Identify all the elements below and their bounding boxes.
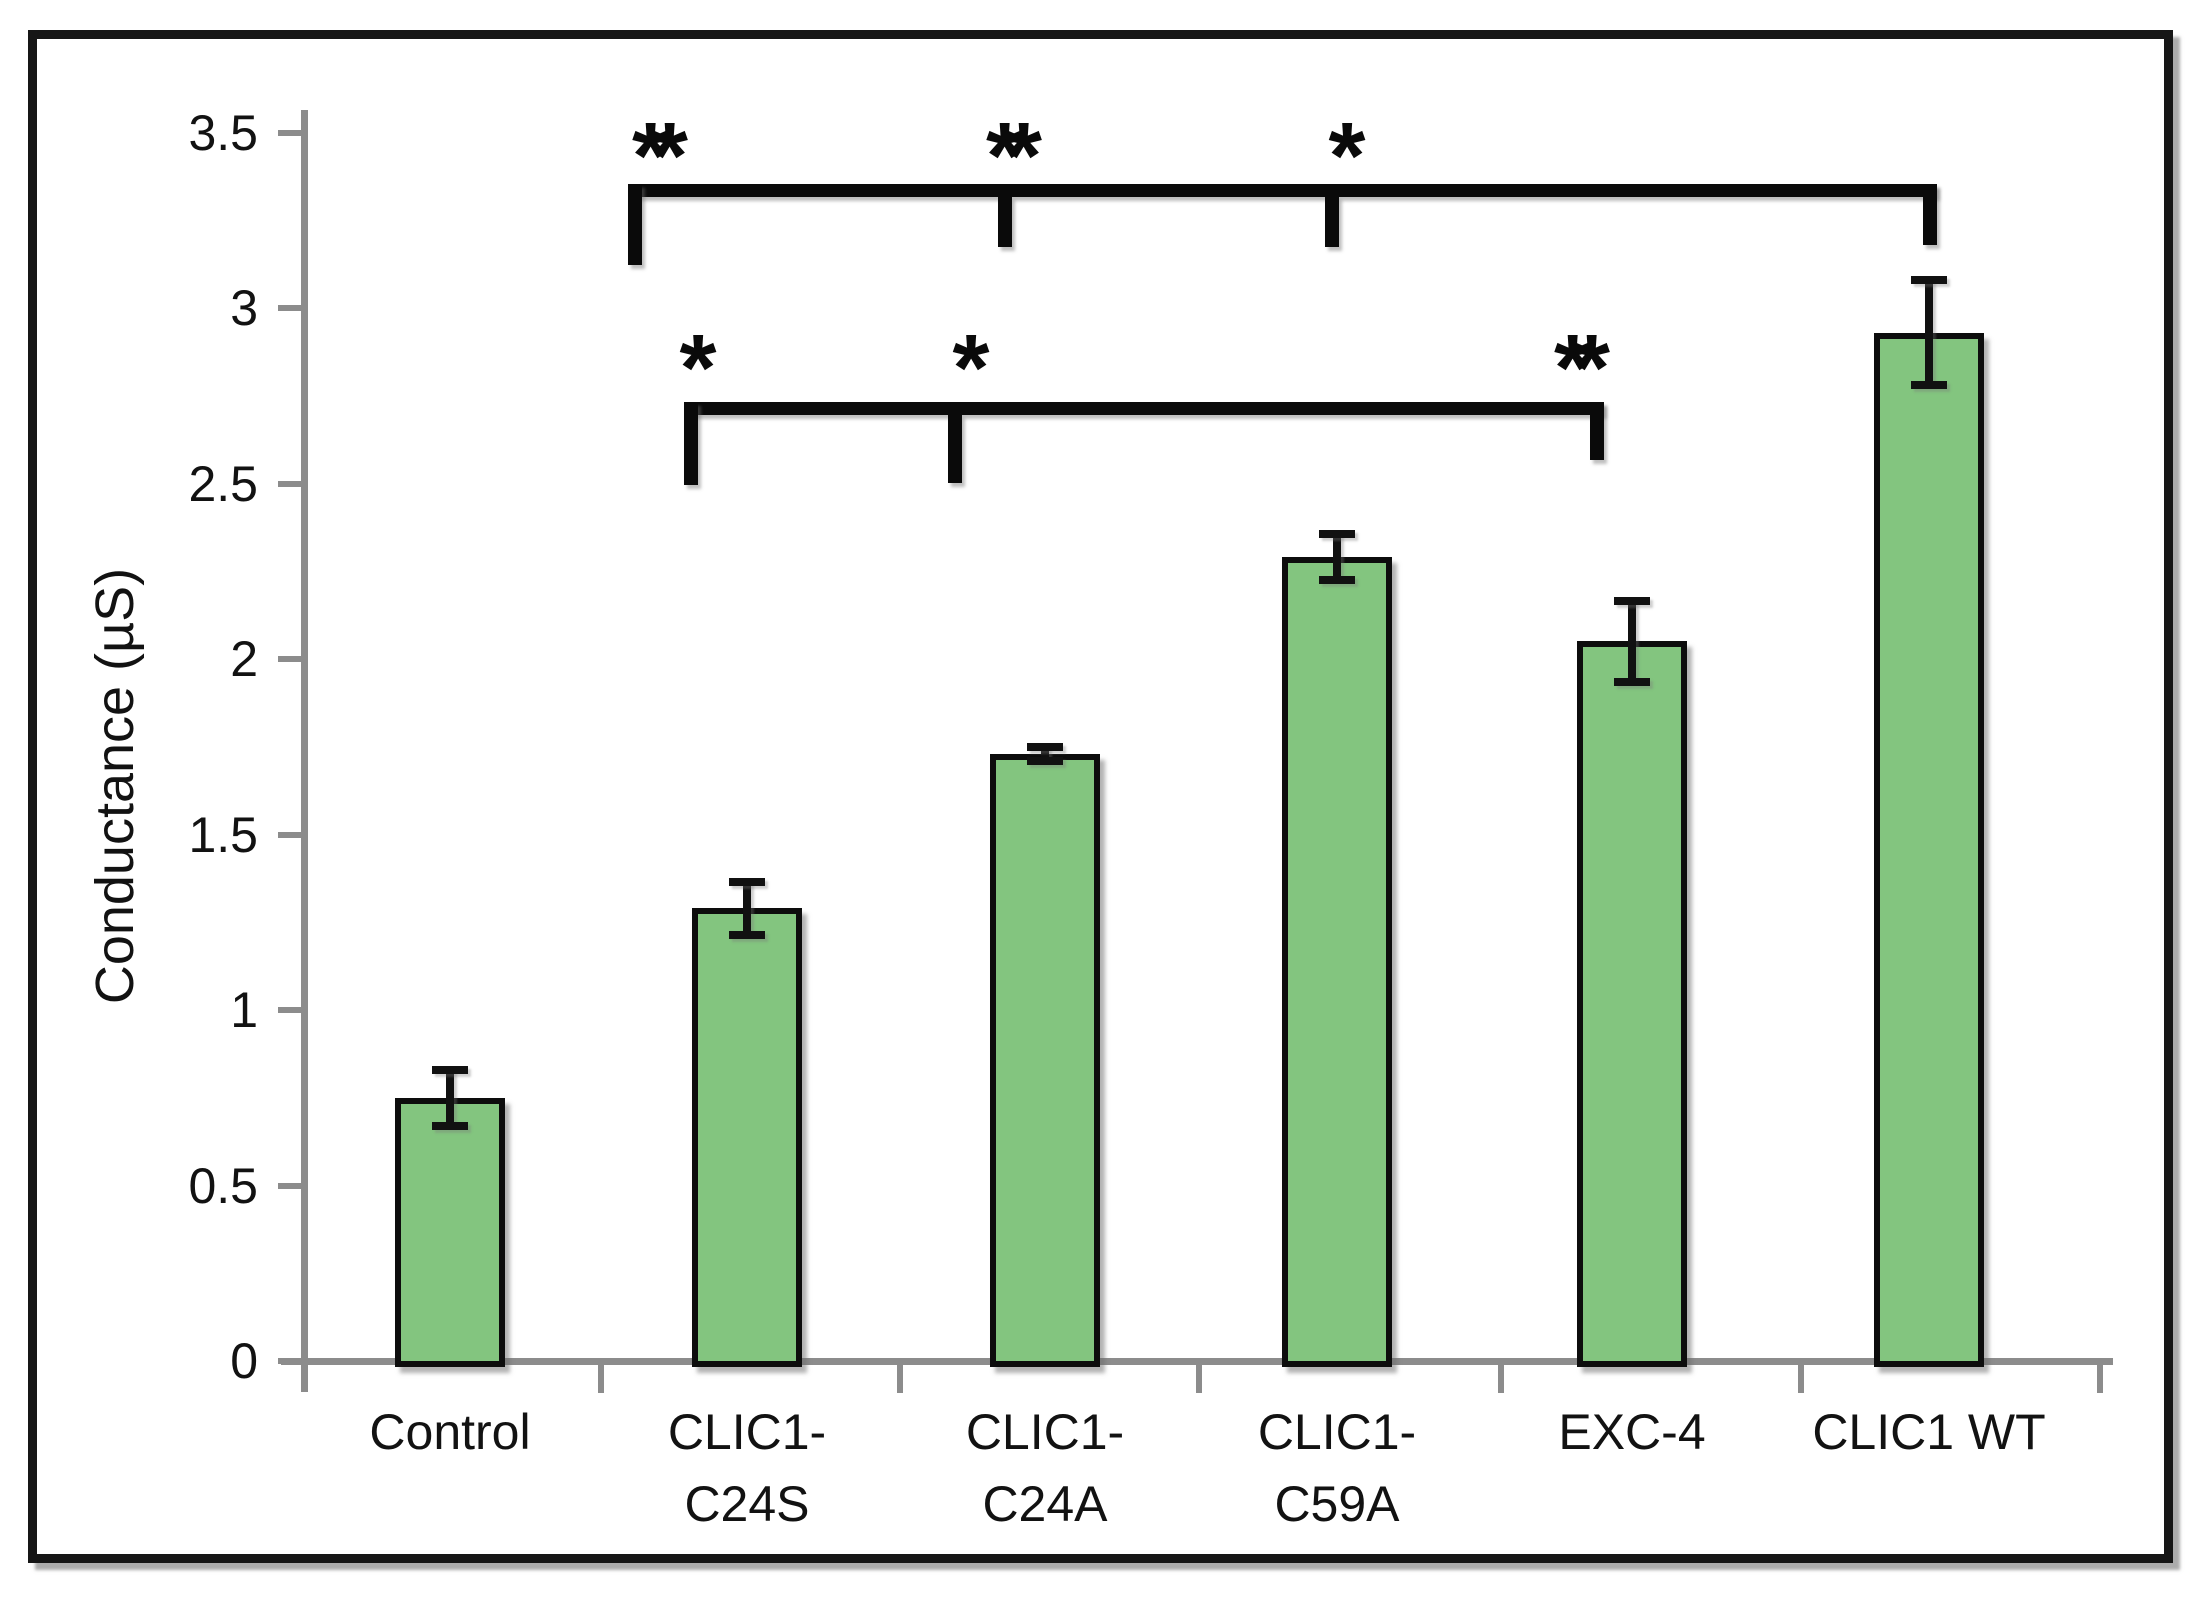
significance-star: ** [986,103,1042,209]
chart-frame: Conductance (µS) 0 0.5 1 1.5 2 2.5 3 3.5 Control… [28,30,2173,1563]
y-tick-label: 3.5 [188,104,258,161]
y-tick-label: 0 [230,1333,258,1389]
significance-star: ** [632,103,688,209]
significance-bracket-2-line [684,402,1604,415]
error-bar-cap-bottom [1027,756,1063,765]
x-axis-tick [2097,1358,2103,1393]
significance-star: * [952,315,990,421]
error-bar-line [1041,746,1049,761]
error-bar-cap-bottom [1614,677,1650,686]
x-category-label: CLIC1- C24S [582,1396,912,1540]
x-category-label-line: CLIC1- [1257,1404,1417,1460]
x-category-label-line: C24S [684,1476,810,1532]
significance-bracket-1-mid-tick [998,196,1012,247]
error-bar-line [1925,279,1933,386]
error-bar-line [743,881,751,935]
x-category-label: CLIC1 WT [1764,1396,2094,1468]
error-bar-cap-top [432,1065,468,1074]
error-bar-line [446,1069,454,1126]
significance-bracket-2-right-drop [1590,402,1604,460]
x-category-label-line: C24A [982,1476,1108,1532]
error-bar-line [1333,534,1341,581]
significance-star: * [1328,103,1366,209]
y-tick-label: 0.5 [188,1157,258,1214]
x-axis-tick [897,1358,903,1393]
bar-clic1-c24s [692,908,802,1367]
x-category-label: Control [285,1396,615,1468]
error-bar-cap-bottom [1319,576,1355,585]
x-axis-tick [1196,1358,1202,1393]
error-bar-cap-top [1614,597,1650,606]
significance-bracket-2-left-drop [684,402,698,485]
significance-bracket-1-right-drop [1923,184,1937,245]
x-axis-tick [598,1358,604,1393]
y-axis-tick [278,1182,304,1189]
error-bar-cap-top [1319,530,1355,539]
y-tick-label: 1 [230,982,258,1038]
y-tick-label: 3 [230,280,258,336]
x-axis-tick [1798,1358,1804,1393]
x-category-label-line: CLIC1- [965,1404,1125,1460]
x-category-label: CLIC1- C24A [880,1396,1210,1540]
y-tick-label: 1.5 [188,806,258,863]
x-category-label-line: CLIC1 WT [1812,1404,2046,1460]
y-axis-tick [278,831,304,838]
significance-bracket-2-mid-tick [948,414,962,483]
error-bar-cap-bottom [432,1121,468,1130]
bar-exc-4 [1577,641,1687,1367]
significance-bracket-1-left-drop [628,184,642,265]
error-bar-cap-bottom [729,930,765,939]
error-bar-cap-bottom [1911,381,1947,390]
bar-control [395,1097,505,1367]
error-bar-line [1628,601,1636,682]
x-category-label: EXC-4 [1467,1396,1797,1468]
bar-clic1-c24a [990,753,1100,1367]
y-axis-tick [278,1007,304,1013]
y-axis-tick [278,480,304,487]
error-bar-cap-top [1027,742,1063,751]
y-axis-tick [278,656,304,662]
y-axis-tick [278,129,304,136]
bar-clic1-c59a [1282,557,1392,1367]
error-bar-cap-top [1911,275,1947,284]
y-tick-label: 2.5 [188,455,258,512]
x-axis-tick [1498,1358,1504,1393]
significance-star: ** [1554,315,1610,421]
x-category-label: CLIC1- C59A [1172,1396,1502,1540]
y-tick-label: 2 [230,631,258,687]
y-axis-tick [278,1358,304,1364]
error-bar-cap-top [729,877,765,886]
bar-clic1-wt [1874,332,1984,1367]
x-category-label-line: Control [369,1404,531,1460]
significance-star: * [679,315,717,421]
y-axis-line [301,110,308,1392]
y-axis-tick [278,305,304,311]
significance-bracket-1-mid-tick [1325,196,1339,247]
x-category-label-line: C59A [1274,1476,1400,1532]
x-category-label-line: EXC-4 [1558,1404,1706,1460]
x-category-label-line: CLIC1- [667,1404,827,1460]
significance-bracket-1-line [628,184,1937,197]
